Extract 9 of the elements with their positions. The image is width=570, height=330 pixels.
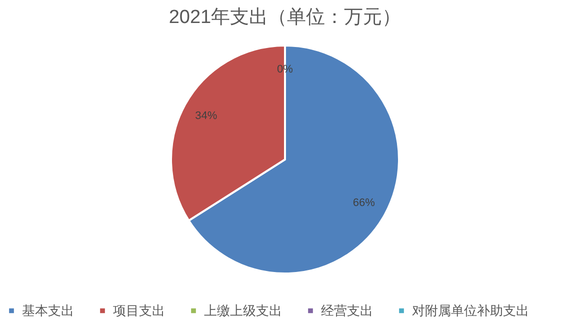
data-label: 34% — [195, 110, 218, 122]
legend-label: 经营支出 — [321, 302, 373, 318]
legend-label: 项目支出 — [113, 302, 165, 318]
legend-label: 对附属单位补助支出 — [412, 302, 529, 318]
legend-label: 基本支出 — [22, 302, 74, 318]
legend-label: 上缴上级支出 — [204, 302, 282, 318]
text: 0% — [277, 64, 293, 76]
chart-title: 2021年支出（单位：万元） — [168, 7, 402, 28]
data-label: 66% — [352, 196, 376, 209]
